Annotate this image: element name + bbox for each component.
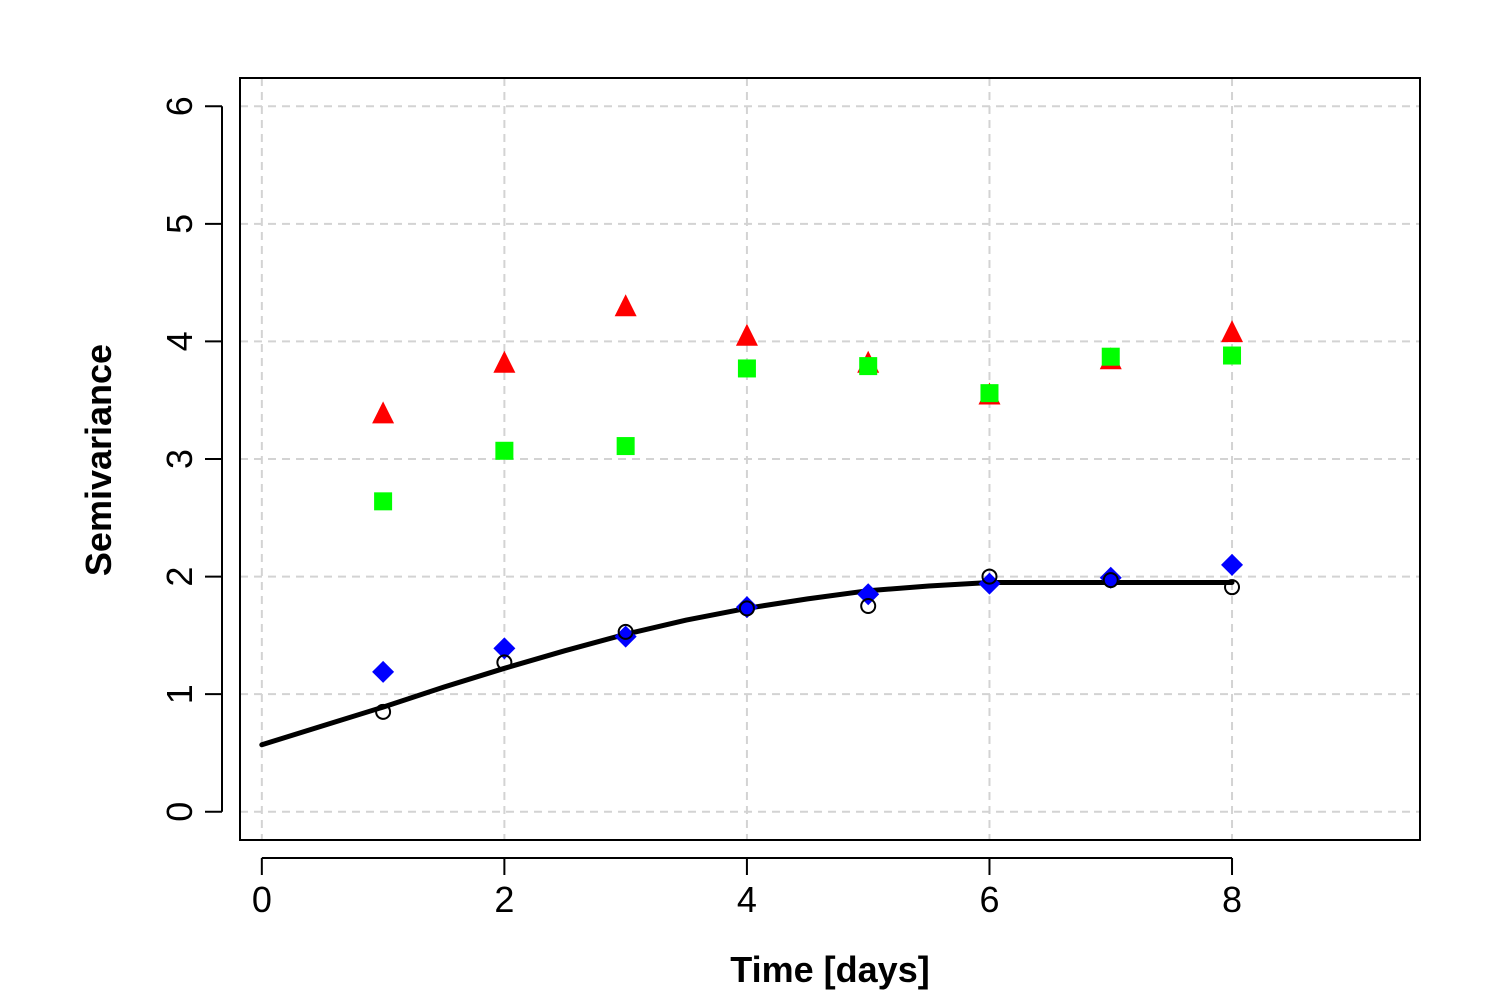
x-tick-label: 4 — [737, 879, 757, 920]
square-marker — [495, 441, 514, 460]
y-axis-title: Semivariance — [78, 344, 119, 576]
square-marker — [1101, 347, 1120, 366]
triangle-marker — [493, 350, 516, 373]
circle-marker — [1224, 579, 1241, 596]
square-marker — [737, 359, 756, 378]
diamond-marker — [493, 637, 516, 660]
diamond-marker — [1099, 566, 1122, 589]
y-tick-label: 3 — [159, 449, 200, 469]
circle-marker — [375, 703, 392, 720]
circle-marker — [738, 600, 755, 617]
square-marker — [1223, 346, 1242, 365]
square-marker — [374, 492, 393, 511]
axes: 0 2 4 6 8 0 1 2 3 4 5 6 — [159, 96, 1242, 920]
triangle-marker — [614, 294, 637, 317]
circle-marker — [496, 654, 513, 671]
data-points — [372, 294, 1244, 720]
plot-frame — [239, 77, 1421, 841]
square-marker — [616, 437, 635, 456]
triangle-marker — [1221, 320, 1244, 343]
diamond-marker — [372, 660, 395, 683]
diamond-marker — [614, 625, 637, 648]
fitted-curve-group — [259, 580, 1235, 748]
x-tick-label: 0 — [252, 879, 272, 920]
y-tick-label: 6 — [159, 96, 200, 116]
circle-marker — [617, 623, 634, 640]
diamond-marker — [857, 583, 880, 606]
y-tick-label: 0 — [159, 802, 200, 822]
diamond-marker — [1221, 553, 1244, 576]
y-tick-label: 1 — [159, 684, 200, 704]
circle-marker — [1102, 572, 1119, 589]
x-tick-label: 8 — [1222, 879, 1242, 920]
circle-marker — [860, 597, 877, 614]
grid — [240, 78, 1420, 840]
fitted-curve — [259, 580, 1235, 748]
triangle-marker — [372, 401, 395, 424]
x-tick-label: 6 — [979, 879, 999, 920]
x-axis-title: Time [days] — [730, 949, 929, 990]
square-marker — [980, 384, 999, 403]
y-tick-label: 5 — [159, 214, 200, 234]
circle-marker — [981, 568, 998, 585]
x-tick-label: 2 — [494, 879, 514, 920]
triangle-marker — [735, 323, 758, 346]
y-tick-label: 4 — [159, 331, 200, 351]
y-tick-label: 2 — [159, 567, 200, 587]
square-marker — [859, 357, 878, 376]
